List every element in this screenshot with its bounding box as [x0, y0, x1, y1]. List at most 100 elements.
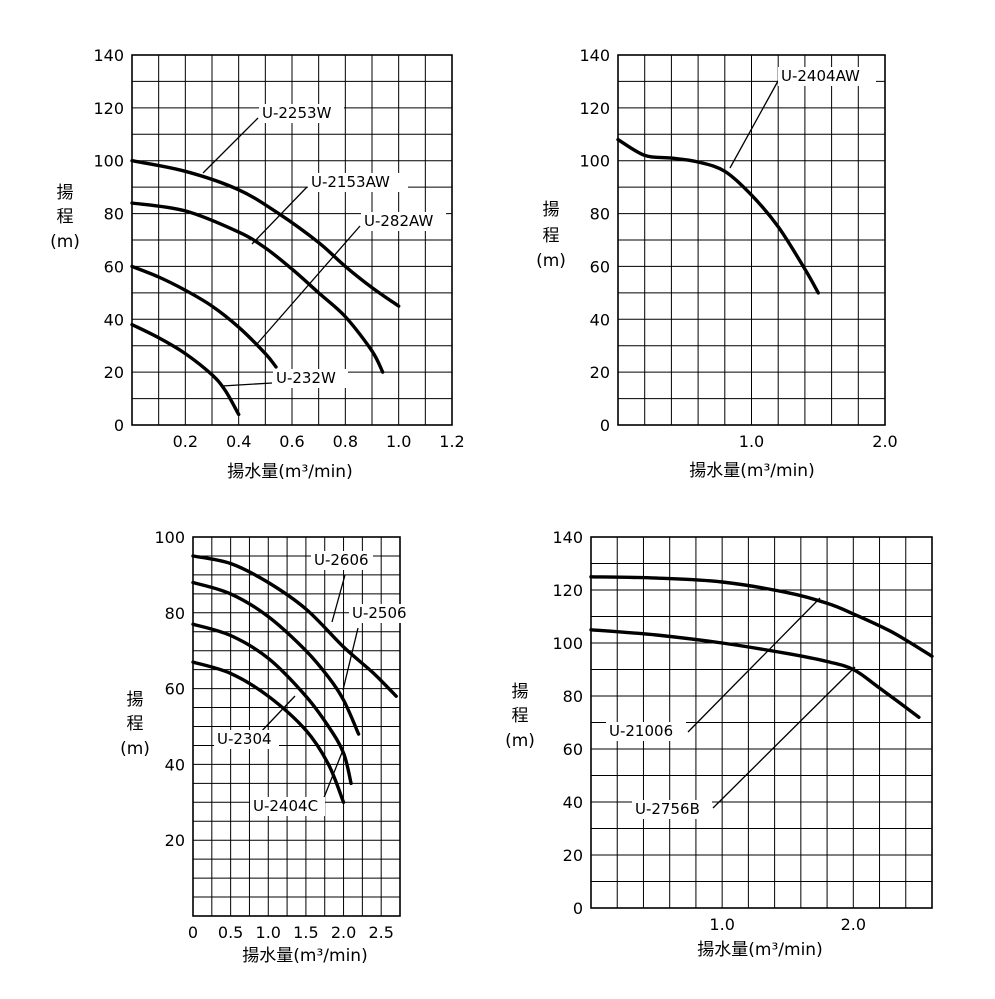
- series-label: U-2404C: [253, 797, 318, 815]
- y-tick-label: 80: [104, 205, 124, 224]
- series-label: U-2506: [352, 604, 407, 622]
- y-axis-label: 揚: [57, 183, 74, 203]
- series-label: U-232W: [276, 369, 336, 387]
- x-tick-label: 1.5: [293, 923, 318, 942]
- y-tick-label: 0: [573, 899, 583, 918]
- series-label-bg: [361, 212, 446, 231]
- x-tick-label: 0.6: [279, 432, 304, 451]
- y-tick-label: 60: [165, 680, 185, 699]
- y-tick-label: 40: [165, 755, 185, 774]
- chart-4: 0 20 40 60 80 100 120 140 1.0 2.0 揚水量(m³/min) 揚程 (m)…: [505, 528, 934, 960]
- y-tick-label: 140: [552, 528, 583, 547]
- y-axis-label: 揚: [543, 200, 560, 220]
- series-label-bg: [214, 730, 279, 749]
- y-tick-label: 40: [563, 793, 583, 812]
- x-tick-label: 0.8: [333, 432, 358, 451]
- plot-frame: [617, 54, 886, 426]
- x-tick-label: 0.2: [173, 432, 198, 451]
- y-axis-label: (m): [50, 232, 80, 252]
- grid: [193, 537, 400, 916]
- leader-line: [712, 666, 856, 809]
- series-label-bg: [259, 104, 344, 123]
- y-tick-label: 100: [579, 152, 610, 171]
- y-axis-label: (m): [536, 251, 566, 271]
- x-tick-label: 1.0: [256, 923, 281, 942]
- plot-frame: [590, 536, 933, 909]
- y-axis-label: (m): [120, 739, 150, 759]
- leader-line: [729, 80, 779, 169]
- y-tick-label: 80: [563, 687, 583, 706]
- x-axis-label: 揚水量(m³/min): [242, 946, 367, 966]
- y-tick-label: 100: [552, 634, 583, 653]
- series-label-bg: [308, 173, 408, 192]
- series-label-bg: [632, 800, 712, 819]
- y-tick-label: 120: [552, 581, 583, 600]
- x-tick-label: 1.0: [386, 432, 411, 451]
- x-tick-label: 0.4: [226, 432, 251, 451]
- leader-line: [257, 695, 296, 736]
- y-tick-label: 120: [93, 99, 124, 118]
- y-axis-label: 程: [57, 207, 74, 227]
- chart-2: 0 20 40 60 80 100 120 140 1.0 2.0 揚水量(m³/min) 揚程 (m)…: [536, 46, 898, 481]
- series-line-U-2404AW: [616, 137, 820, 295]
- series-label-bg: [311, 551, 373, 570]
- leader-line: [331, 574, 346, 623]
- leader-line: [342, 627, 359, 691]
- chart-1: 0 20 40 60 80 100 120 140 0.2 0.4 0.6 0.8 1.0 1.2 揚水量(…: [50, 46, 465, 482]
- leader-line: [221, 382, 273, 387]
- x-axis-label: 揚水量(m³/min): [697, 940, 822, 960]
- leader-line: [202, 117, 259, 174]
- y-tick-label: 100: [154, 528, 185, 547]
- series-line-U-2153AW: [130, 201, 385, 374]
- y-axis-label: 程: [127, 714, 144, 734]
- x-tick-label: 1.0: [709, 915, 734, 934]
- leader-line: [687, 597, 821, 733]
- series-label-bg: [250, 797, 325, 816]
- x-axis-label: 揚水量(m³/min): [227, 462, 352, 482]
- series-label-bg: [606, 722, 686, 741]
- plot-frame: [131, 54, 453, 426]
- y-tick-label: 20: [590, 363, 610, 382]
- leader-line: [251, 186, 308, 245]
- series-label-bg: [349, 604, 411, 623]
- y-tick-label: 120: [579, 99, 610, 118]
- series-line-U-2506: [191, 580, 361, 736]
- y-tick-label: 20: [563, 846, 583, 865]
- series-label-bg: [778, 67, 876, 86]
- y-tick-label: 60: [104, 257, 124, 276]
- y-axis-label: (m): [505, 731, 535, 751]
- series-label: U-2756B: [635, 800, 700, 818]
- series-line-U-282AW: [130, 264, 278, 369]
- series-label: U-21006: [609, 722, 673, 740]
- series-label: U-282AW: [364, 212, 433, 230]
- y-tick-label: 20: [104, 363, 124, 382]
- leader-line: [322, 749, 344, 801]
- x-tick-label: 1.0: [739, 432, 764, 451]
- x-tick-label: 2.0: [872, 432, 897, 451]
- x-axis-label: 揚水量(m³/min): [689, 461, 814, 481]
- y-tick-label: 140: [579, 46, 610, 65]
- y-tick-label: 60: [563, 740, 583, 759]
- x-tick-label: 0: [188, 923, 198, 942]
- x-tick-label: 0.5: [218, 923, 243, 942]
- y-tick-label: 140: [93, 46, 124, 65]
- series-label: U-2606: [314, 551, 369, 569]
- series-line-U-2756B: [589, 628, 921, 719]
- series-line-U-2304: [191, 622, 353, 786]
- x-tick-label: 2.5: [368, 923, 393, 942]
- grid: [618, 55, 885, 425]
- x-tick-label: 1.2: [439, 432, 464, 451]
- y-tick-label: 0: [600, 416, 610, 435]
- series-label: U-2253W: [262, 104, 332, 122]
- x-tick-label: 2.0: [331, 923, 356, 942]
- series-line-U-232W: [130, 322, 241, 417]
- y-tick-label: 80: [165, 604, 185, 623]
- series-line-U-2404C: [191, 660, 346, 804]
- y-tick-label: 60: [590, 257, 610, 276]
- y-tick-label: 80: [590, 205, 610, 224]
- y-axis-label: 程: [543, 226, 560, 246]
- y-axis-label: 程: [512, 706, 529, 726]
- y-tick-label: 40: [590, 310, 610, 329]
